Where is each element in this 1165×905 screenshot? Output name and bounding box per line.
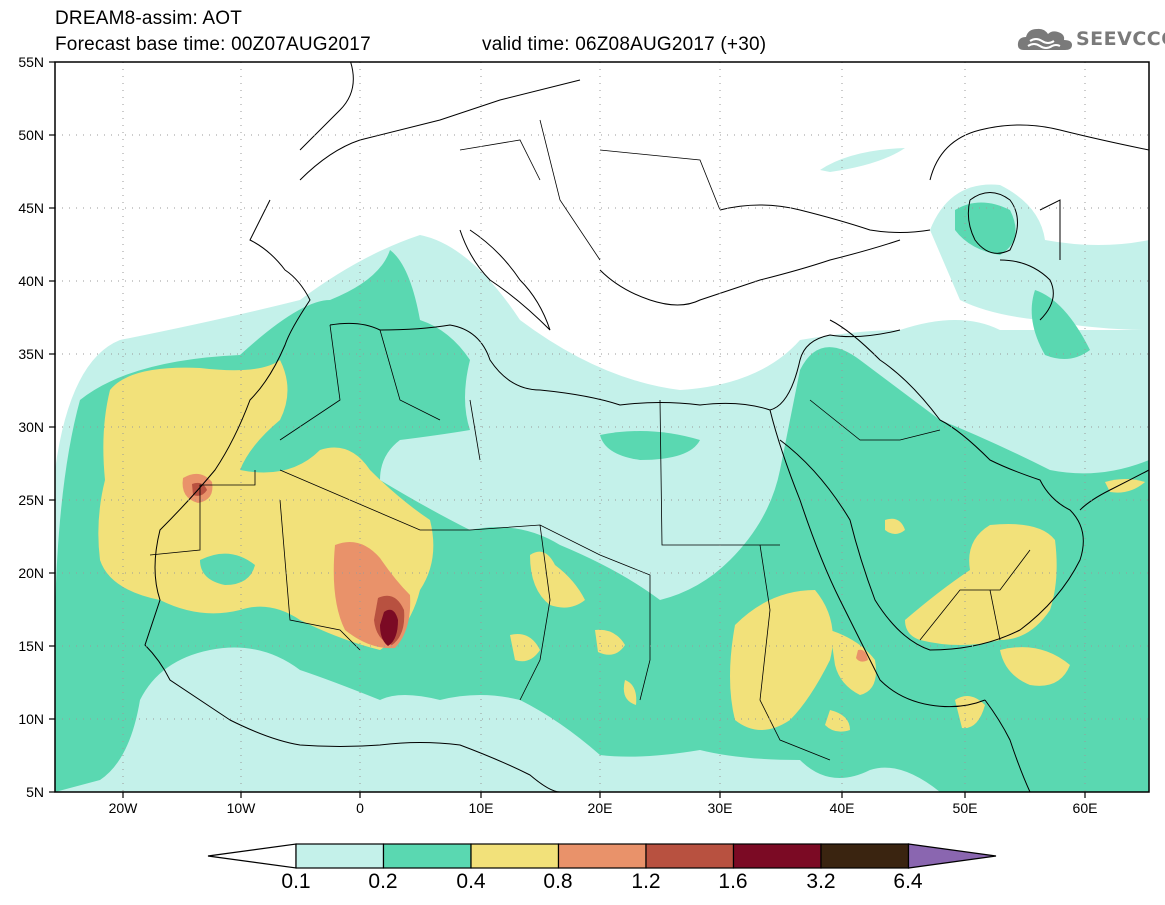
seevccc-logo: SEEVCCC xyxy=(1016,24,1165,58)
logo-text: SEEVCCC xyxy=(1076,28,1165,50)
graticule xyxy=(55,62,1149,792)
valid-time: valid time: 06Z08AUG2017 (+30) xyxy=(482,34,767,55)
forecast-base-time: Forecast base time: 00Z07AUG2017 xyxy=(55,34,371,55)
legend-arrow-low xyxy=(207,843,297,869)
lon-label-10e: 10E xyxy=(468,800,494,816)
legend-label-0.8: 0.8 xyxy=(543,870,573,893)
legend-arrow-high xyxy=(907,843,997,869)
lon-label-30e: 30E xyxy=(707,800,733,816)
lat-label-45n: 45N xyxy=(18,200,44,216)
lat-label-40n: 40N xyxy=(18,273,44,289)
legend-label-3.2: 3.2 xyxy=(806,870,836,893)
legend-label-0.4: 0.4 xyxy=(456,870,486,893)
legend-label-0.1: 0.1 xyxy=(281,870,311,893)
lon-label-0: 0 xyxy=(356,800,364,816)
legend-label-0.2: 0.2 xyxy=(368,870,398,893)
legend-label-6.4: 6.4 xyxy=(893,870,923,893)
axis-ticks xyxy=(49,61,1086,798)
lat-label-5n: 5N xyxy=(26,784,44,800)
legend-swatch-7 xyxy=(820,843,910,869)
map-title: DREAM8-assim: AOT xyxy=(55,8,243,29)
lat-label-55n: 55N xyxy=(18,54,44,70)
coastlines xyxy=(144,62,1149,792)
legend-swatch-6 xyxy=(732,843,822,869)
aot-band-0.2-0.4 xyxy=(55,202,1149,792)
aot-field xyxy=(55,62,1149,792)
legend-swatch-4 xyxy=(557,843,647,869)
lat-label-20n: 20N xyxy=(18,565,44,581)
cloud-icon xyxy=(1017,28,1072,50)
lon-label-60e: 60E xyxy=(1072,800,1098,816)
aot-band-1.6-3.2 xyxy=(380,609,398,646)
lat-label-50n: 50N xyxy=(18,127,44,143)
lon-label-50e: 50E xyxy=(952,800,978,816)
legend-swatch-1 xyxy=(295,843,385,869)
lat-label-25n: 25N xyxy=(18,492,44,508)
legend-swatch-2 xyxy=(382,843,472,869)
legend-label-1.2: 1.2 xyxy=(631,870,661,893)
lat-label-30n: 30N xyxy=(18,419,44,435)
lat-label-35n: 35N xyxy=(18,346,44,362)
lon-label-10w: 10W xyxy=(226,800,256,816)
legend-swatch-5 xyxy=(645,843,735,869)
lon-label-40e: 40E xyxy=(829,800,855,816)
lon-label-20w: 20W xyxy=(108,800,138,816)
legend-swatch-3 xyxy=(470,843,560,869)
lon-label-20e: 20E xyxy=(587,800,613,816)
lat-label-15n: 15N xyxy=(18,638,44,654)
lat-label-10n: 10N xyxy=(18,711,44,727)
legend-label-1.6: 1.6 xyxy=(718,870,748,893)
